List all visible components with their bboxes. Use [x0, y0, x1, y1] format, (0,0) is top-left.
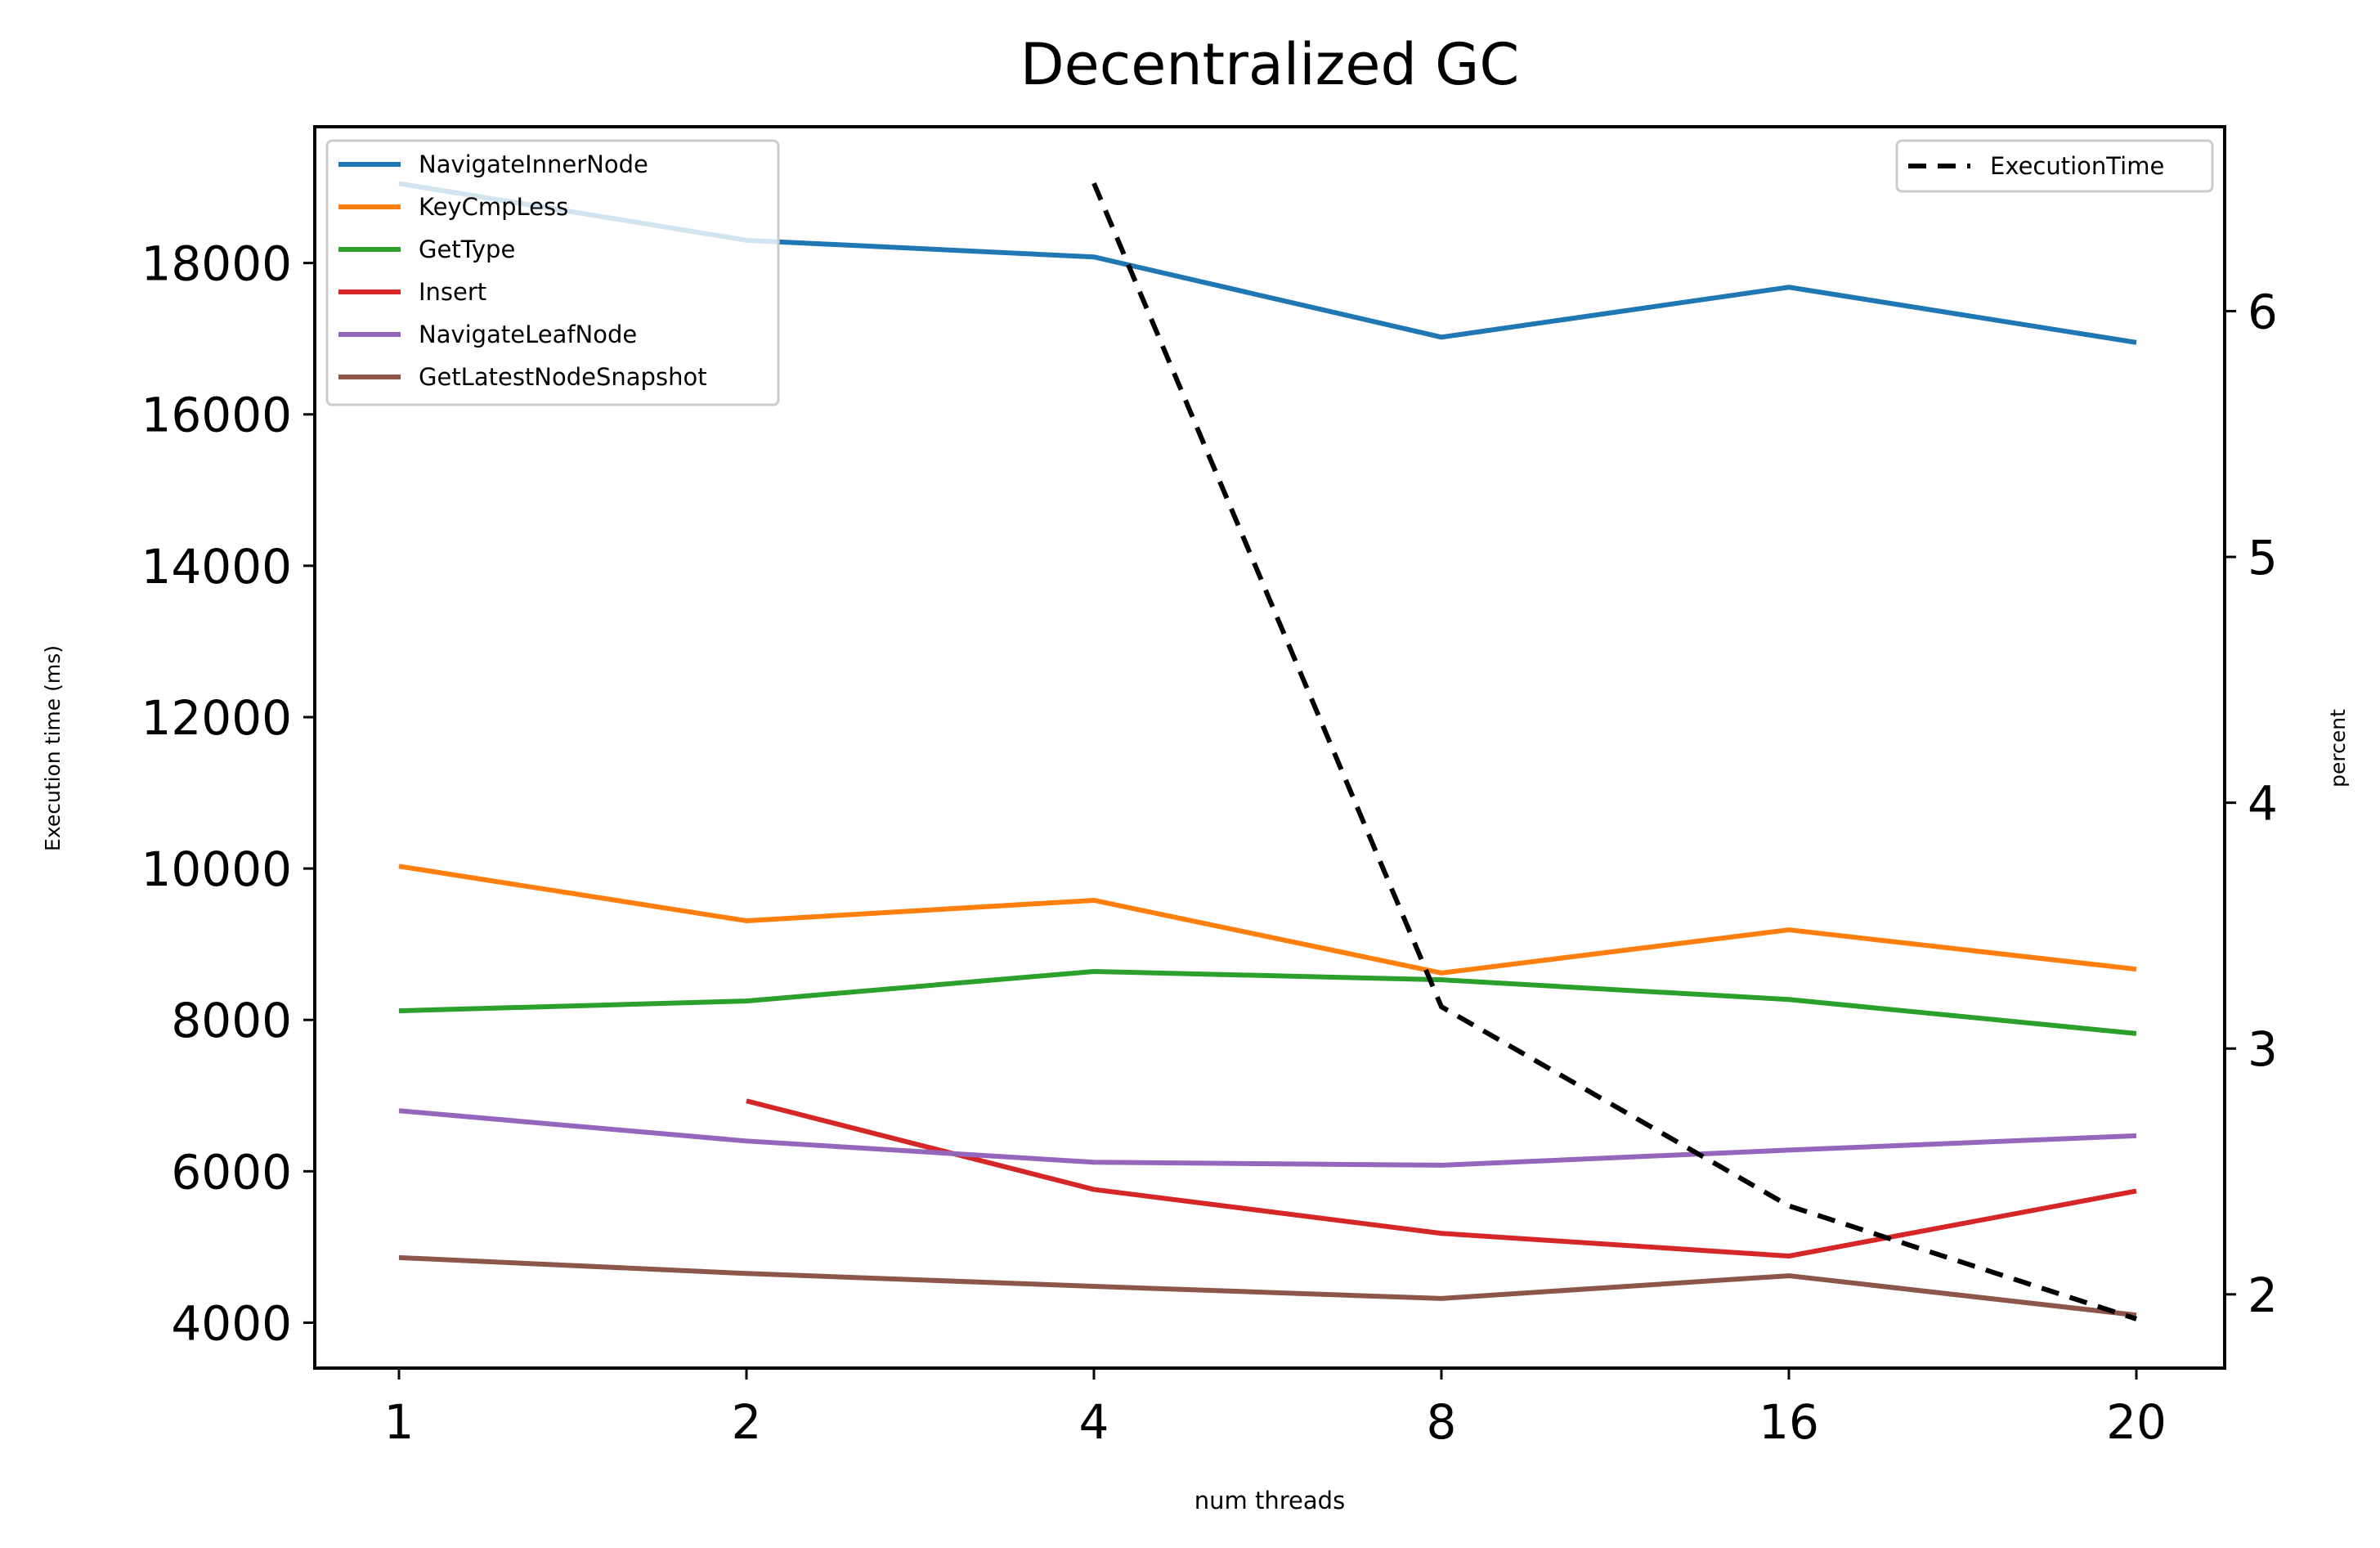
y2-tick-label: 5 — [2248, 530, 2278, 586]
y-tick-label: 16000 — [141, 388, 292, 443]
legend-label: ExecutionTime — [1990, 152, 2164, 180]
chart-title: Decentralized GC — [1020, 31, 1520, 98]
y2-axis-label: percent — [2326, 709, 2350, 787]
legend-secondary: ExecutionTime — [1895, 139, 2214, 193]
x-tick-label: 2 — [732, 1394, 762, 1450]
plot-area — [398, 181, 2137, 1321]
series-line-ExecutionTime — [1091, 182, 2137, 1321]
series-line-GetType — [398, 968, 2137, 1036]
legend-label: GetLatestNodeSnapshot — [419, 363, 707, 391]
legend: NavigateInnerNode KeyCmpLess GetType Insert… — [325, 139, 2214, 406]
y-tick-label: 12000 — [141, 690, 292, 746]
y-tick-label: 10000 — [141, 841, 292, 897]
legend-box — [325, 139, 780, 406]
legend-label: NavigateInnerNode — [419, 150, 648, 178]
y2-tick-label: 4 — [2248, 776, 2278, 832]
x-tick-label: 16 — [1759, 1394, 1819, 1450]
x-tick-label: 1 — [384, 1394, 415, 1450]
y-tick-label: 6000 — [171, 1144, 292, 1200]
y2-tick-label: 2 — [2248, 1268, 2278, 1323]
axes: 1 2 4 8 16 20 4000 6000 8000 10000 12000 14000 16000… — [141, 236, 2277, 1450]
series-line-KeyCmpLess — [398, 864, 2137, 976]
x-tick-label: 8 — [1427, 1394, 1457, 1450]
y2-tick-label: 3 — [2248, 1021, 2278, 1077]
legend-box — [1895, 139, 2214, 193]
legend-label: KeyCmpLess — [419, 193, 568, 221]
y-tick-label: 4000 — [171, 1295, 292, 1351]
plot-frame — [313, 125, 2226, 1370]
series-line-NavigateLeafNode — [398, 1108, 2137, 1168]
x-tick-label: 4 — [1079, 1394, 1109, 1450]
legend-primary: NavigateInnerNode KeyCmpLess GetType Insert… — [325, 139, 780, 406]
y-tick-label: 14000 — [141, 539, 292, 595]
y-tick-label: 8000 — [171, 993, 292, 1048]
legend-label: GetType — [419, 236, 515, 263]
y-tick-label: 18000 — [141, 236, 292, 292]
y-axis-label: Execution time (ms) — [41, 645, 65, 851]
y2-tick-label: 6 — [2248, 284, 2278, 339]
legend-label: Insert — [419, 278, 486, 306]
x-tick-label: 20 — [2106, 1394, 2167, 1450]
legend-label: NavigateLeafNode — [419, 321, 637, 348]
series-line-GetLatestNodeSnapshot — [398, 1254, 2137, 1318]
x-axis-label: num threads — [1194, 1487, 1345, 1514]
series-line-Insert — [746, 1098, 2137, 1259]
